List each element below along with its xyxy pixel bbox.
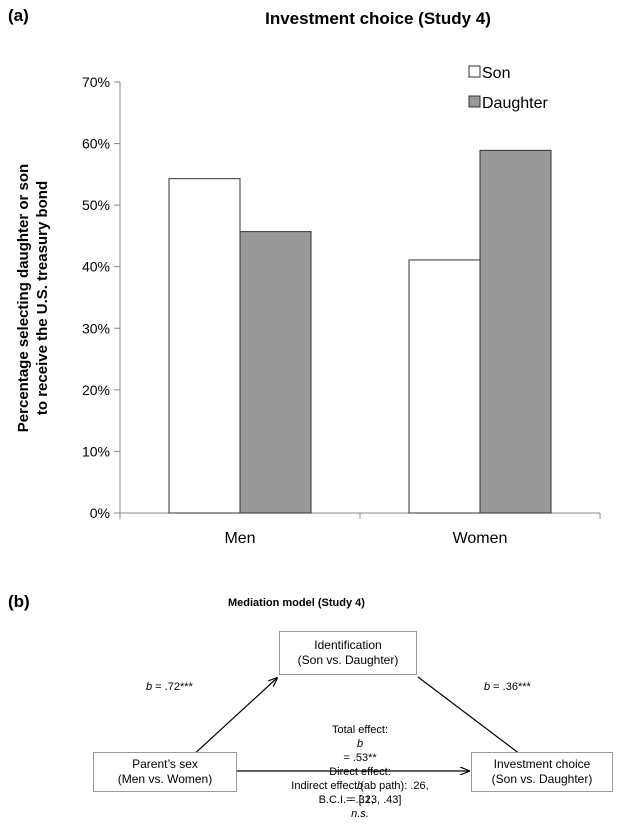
indirect-effect: Indirect effect (ab path): .26, B.C.I. =… <box>247 779 473 807</box>
x-category-label: Women <box>453 530 508 547</box>
bar-son-men <box>168 178 241 514</box>
path-a-value: = .72*** <box>152 681 193 693</box>
y-axis-label-line2: to receive the U.S. treasury bond <box>34 181 51 415</box>
path-a-b-symbol: b <box>146 681 153 693</box>
bar-son-women <box>408 259 481 514</box>
predictor-box: Parent’s sex (Men vs. Women) <box>93 752 237 792</box>
legend: Son Daughter <box>468 65 548 112</box>
y-tick-label: 20% <box>82 382 110 398</box>
mediator-box: Identification (Son vs. Daughter) <box>279 631 417 675</box>
y-tick-label: 10% <box>82 443 110 459</box>
predictor-line2: (Men vs. Women) <box>117 772 213 786</box>
y-axis-label-line1: Percentage selecting daughter or son <box>15 164 32 432</box>
y-tick-label: 60% <box>82 136 110 152</box>
bar-chart: Investment choice (Study 4) Percentage s… <box>15 9 601 547</box>
path-b-b-symbol: b <box>484 681 491 693</box>
bars <box>168 149 552 514</box>
panel-b-label: (b) <box>8 592 30 611</box>
outcome-line1: Investment choice <box>493 757 591 771</box>
y-tick-label: 40% <box>82 259 110 275</box>
mediation-title: Mediation model (Study 4) <box>228 597 365 609</box>
y-tick-label: 0% <box>90 505 110 521</box>
y-axis: 0% 10% 20% 30% 40% 50% 60% 70% <box>82 74 121 521</box>
total-effect: Total effect: b = .53** <box>331 724 389 764</box>
x-category-label: Men <box>224 530 255 547</box>
outcome-line2: (Son vs. Daughter) <box>491 772 593 786</box>
y-tick-label: 70% <box>82 74 110 90</box>
mediator-line1: Identification <box>314 638 382 652</box>
bar-daughter-men <box>239 231 312 514</box>
direct-effect: Direct effect: b = .32, n.s. <box>329 766 391 820</box>
legend-label-daughter: Daughter <box>482 95 548 112</box>
mediator-line2: (Son vs. Daughter) <box>297 653 399 667</box>
indirect-effect-line2: B.C.I. = [.13, .43] <box>318 794 402 806</box>
path-b-value: = .36*** <box>490 681 531 693</box>
legend-label-son: Son <box>482 65 510 82</box>
outcome-box: Investment choice (Son vs. Daughter) <box>471 752 613 792</box>
bar-daughter-women <box>479 149 552 514</box>
y-tick-label: 30% <box>82 320 110 336</box>
legend-swatch-son <box>468 65 481 78</box>
panel-a-label: (a) <box>8 6 29 25</box>
total-direct-effects: Total effect: b = .53** Direct effect: b… <box>250 723 470 821</box>
indirect-effect-line1: Indirect effect (ab path): .26, <box>291 780 429 792</box>
path-b-label: b = .36*** <box>484 681 531 693</box>
chart-title: Investment choice (Study 4) <box>265 9 491 28</box>
legend-swatch-daughter <box>468 95 481 108</box>
path-a-label: b = .72*** <box>146 681 193 693</box>
predictor-line1: Parent’s sex <box>132 757 198 771</box>
y-tick-label: 50% <box>82 197 110 213</box>
